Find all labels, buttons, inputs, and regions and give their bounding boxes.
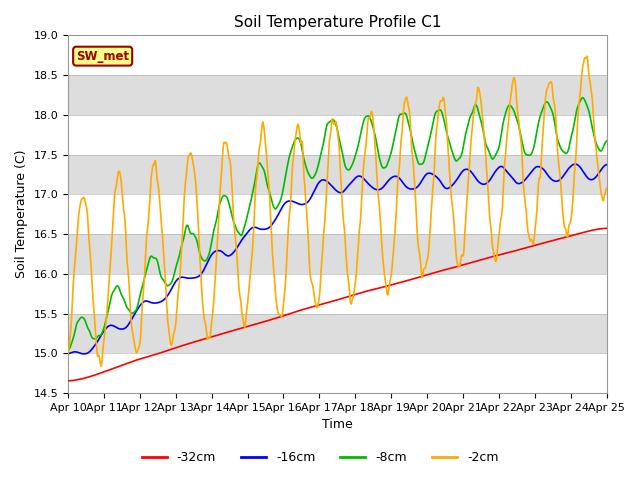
Text: SW_met: SW_met: [76, 49, 129, 63]
Bar: [68, 36, 607, 75]
Title: Soil Temperature Profile C1: Soil Temperature Profile C1: [234, 15, 441, 30]
Legend: -32cm, -16cm, -8cm, -2cm: -32cm, -16cm, -8cm, -2cm: [136, 446, 504, 469]
Bar: [68, 353, 607, 393]
Y-axis label: Soil Temperature (C): Soil Temperature (C): [15, 150, 28, 278]
X-axis label: Time: Time: [322, 419, 353, 432]
Bar: [68, 115, 607, 155]
Bar: [68, 194, 607, 234]
Bar: [68, 274, 607, 313]
